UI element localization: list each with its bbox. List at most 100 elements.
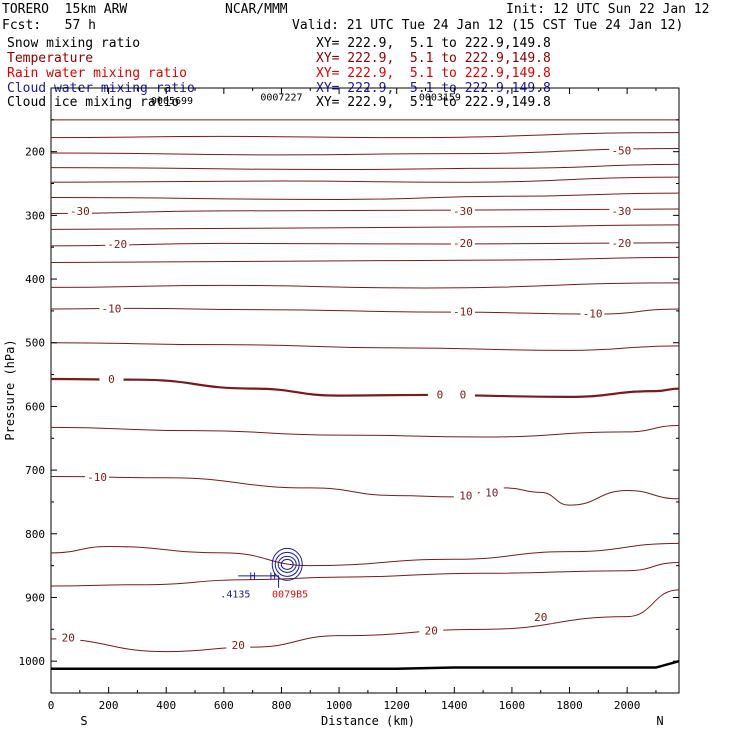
contour-minus10-10 (50, 282, 680, 289)
cloud-water-ring-2 (274, 551, 300, 577)
contour-label-bg-10 (99, 373, 124, 386)
cloud-water-ring-3 (271, 547, 303, 581)
contour-20-17 (50, 561, 680, 587)
cloud-water-ring-0 (280, 558, 294, 570)
contour-minus5-12 (50, 342, 680, 351)
x-tick-label-1200: 1200 (383, 699, 410, 712)
contour-5-14 (50, 425, 680, 438)
cloud-water-ring-1 (277, 555, 297, 573)
contour-label-9: -10 (583, 307, 603, 320)
ground-surface (51, 659, 680, 671)
y-tick-label-1000: 1000 (19, 655, 46, 668)
plot-frame (50, 87, 680, 694)
contour-minus15-9 (50, 256, 680, 263)
y-tick-label-900: 900 (25, 591, 45, 604)
south-label: S (80, 714, 87, 728)
legend-xy-rain: XY= 222.9, 5.1 to 222.9,149.8 (316, 66, 551, 81)
legend-xy-temperature: XY= 222.9, 5.1 to 222.9,149.8 (316, 51, 551, 66)
x-tick-label-2000: 2000 (614, 699, 641, 712)
contour-label-14: 10 (459, 490, 472, 503)
legend-label-rain: Rain water mixing ratio (7, 66, 188, 81)
y-tick-label-600: 600 (25, 400, 45, 413)
contour-label-3: -30 (611, 205, 631, 218)
annotation-6: 0079B5 (272, 589, 308, 600)
contour-label-bg-4 (105, 238, 130, 251)
contour-label-15: 10 (485, 486, 498, 499)
contour-label-19: 20 (534, 611, 547, 624)
x-tick-label-1000: 1000 (326, 699, 353, 712)
contour-minus30-6 (50, 208, 680, 214)
contour-label-bg-18 (419, 624, 444, 637)
y-tick-label-700: 700 (25, 464, 45, 477)
contour-label-bg-16 (56, 631, 81, 644)
contour-minus40-4 (50, 176, 680, 183)
contour-label-bg-1 (67, 204, 92, 217)
contour-label-bg-2 (450, 204, 475, 217)
annotation-3: H (250, 572, 256, 583)
model-title: TORERO 15km ARW (2, 2, 128, 17)
contour-15-16 (50, 542, 680, 567)
init-time: Init: 12 UTC Sun 22 Jan 12 (506, 2, 710, 17)
temperature-contours (50, 119, 680, 653)
contour-0-13 (50, 377, 680, 398)
x-tick-label-1800: 1800 (556, 699, 583, 712)
contour-label-bg-14 (453, 489, 478, 502)
cloud-water-contours (238, 547, 303, 588)
cloud-water-edge (238, 575, 280, 588)
annotation-0: 0005699 (151, 96, 193, 107)
contour-10-15 (50, 475, 680, 506)
x-tick-label-800: 800 (272, 699, 292, 712)
contour-label-bg-11 (427, 388, 452, 401)
contour-label-13: -10 (87, 471, 107, 484)
ground-line (51, 659, 680, 671)
contour-label-bg-17 (226, 639, 251, 652)
contour-label-bg-6 (609, 236, 634, 249)
contour-label-bg-15 (479, 486, 504, 499)
x-tick-label-1400: 1400 (441, 699, 468, 712)
legend-label-temperature: Temperature (7, 51, 94, 66)
contour-label-bg-0 (609, 144, 634, 157)
x-tick-label-400: 400 (156, 699, 176, 712)
contour-label-0: -50 (611, 144, 631, 157)
contour-minus35-5 (50, 192, 680, 200)
contour-label-8: -10 (453, 306, 473, 319)
org-label: NCAR/MMM (225, 2, 288, 17)
annotation-1: 0007227 (260, 93, 302, 104)
annotation-2: 0003159 (419, 93, 461, 104)
contour-label-bg-9 (580, 307, 605, 320)
contour-label-11: 0 (437, 388, 444, 401)
y-tick-label-500: 500 (25, 337, 45, 350)
contour-label-4: -20 (107, 238, 127, 251)
contour-20-18 (50, 589, 680, 653)
contour-label-bg-12 (450, 388, 475, 401)
contour-label-7: -10 (102, 302, 122, 315)
contour-label-10: 0 (108, 373, 115, 386)
y-tick-label-200: 200 (25, 146, 45, 159)
contour-label-bg-5 (450, 236, 475, 249)
contour-label-2: -30 (453, 205, 473, 218)
y-tick-label-800: 800 (25, 528, 45, 541)
contour-minus55-1 (50, 132, 680, 139)
x-tick-label-0: 0 (48, 699, 55, 712)
legend-xy-cloud-ice: XY= 222.9, 5.1 to 222.9,149.8 (316, 95, 551, 110)
x-tick-label-1600: 1600 (499, 699, 526, 712)
forecast-hour: Fcst: 57 h (2, 18, 96, 33)
contour-label-1: -30 (70, 205, 90, 218)
contour-label-bg-19 (528, 611, 553, 624)
contour-label-17: 20 (232, 639, 245, 652)
y-axis-title: Pressure (hPa) (3, 339, 17, 440)
contour-label-16: 20 (62, 632, 75, 645)
contour-label-5: -20 (453, 237, 473, 250)
contour-label-bg-8 (450, 305, 475, 318)
annotation-4: H (270, 572, 276, 583)
contour-label-bg-3 (609, 204, 634, 217)
contour-label-bg-7 (99, 302, 124, 315)
contour-minus25-7 (50, 224, 680, 230)
contour-label-6: -20 (611, 237, 631, 250)
north-label: N (656, 714, 663, 728)
y-tick-label-300: 300 (25, 209, 45, 222)
legend-xy-snow: XY= 222.9, 5.1 to 222.9,149.8 (316, 36, 551, 51)
